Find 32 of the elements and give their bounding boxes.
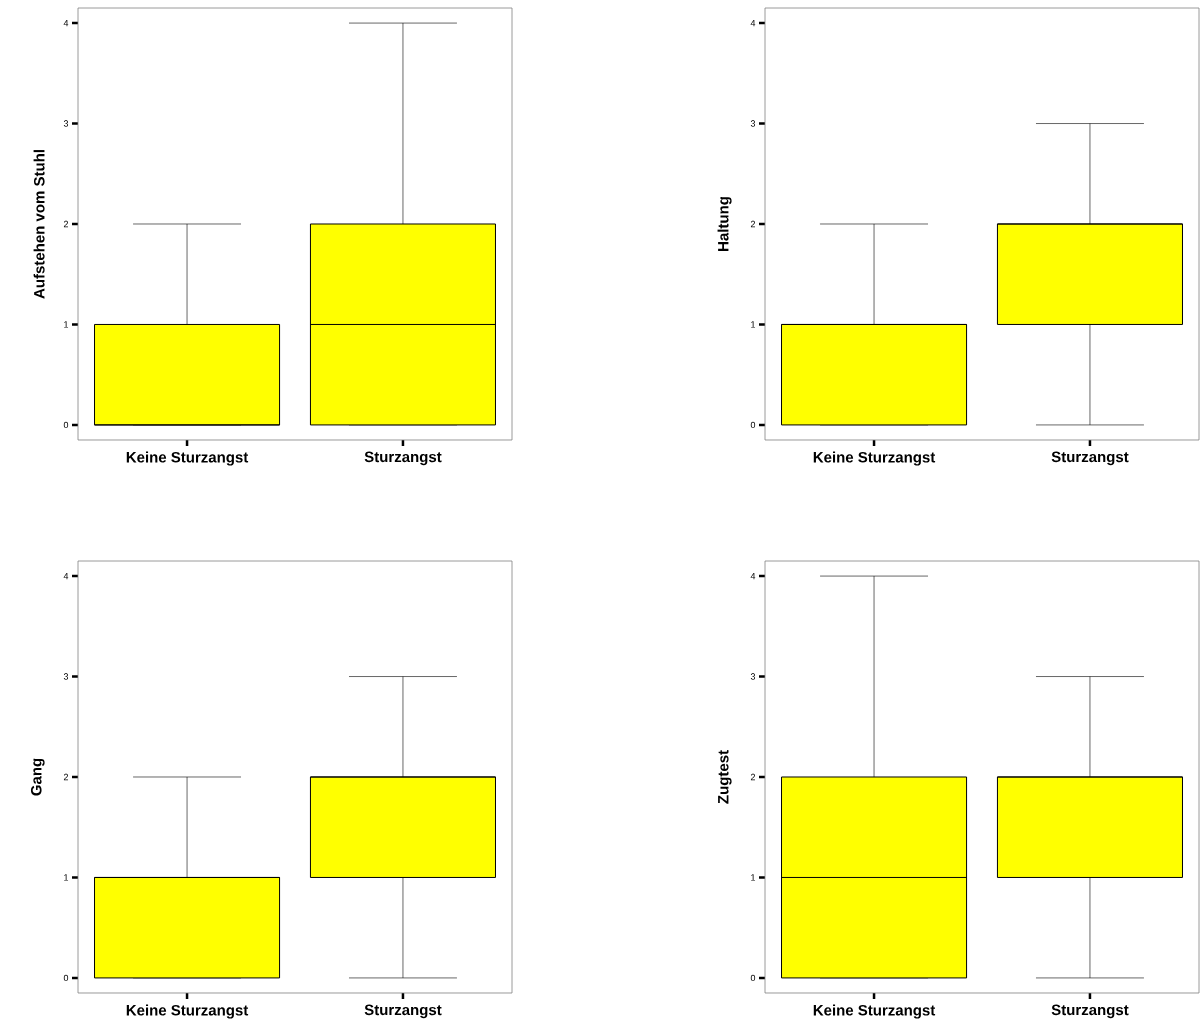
y-axis-title: Aufstehen vom Stuhl xyxy=(33,150,45,299)
y-tick-label: 1 xyxy=(751,874,756,881)
y-tick-label: 4 xyxy=(750,572,756,580)
y-tick-label: 4 xyxy=(750,19,756,27)
y-tick-label: 3 xyxy=(750,120,756,127)
y-axis-title: Zugtest xyxy=(718,750,732,804)
x-tick-label: Sturzangst xyxy=(1051,451,1129,466)
x-tick-label: Keine Sturzangst xyxy=(813,1004,936,1019)
x-tick-label: Sturzangst xyxy=(1051,1004,1129,1019)
x-tick-label: Keine Sturzangst xyxy=(126,451,249,466)
y-tick-label: 3 xyxy=(750,673,756,680)
y-axis-title: Haltung xyxy=(717,197,732,251)
x-tick-label: Sturzangst xyxy=(364,451,442,466)
y-tick-label: 2 xyxy=(63,220,69,228)
x-tick-label: Keine Sturzangst xyxy=(126,1004,249,1019)
y-tick-label: 2 xyxy=(750,220,756,228)
x-tick-label: Sturzangst xyxy=(364,1004,442,1019)
y-tick-label: 0 xyxy=(63,974,69,982)
y-tick-label: 1 xyxy=(64,874,69,881)
y-tick-label: 0 xyxy=(63,421,69,429)
y-tick-label: 0 xyxy=(750,974,756,982)
x-tick-label: Keine Sturzangst xyxy=(813,451,936,466)
y-tick-label: 3 xyxy=(63,673,69,680)
y-tick-label: 1 xyxy=(751,321,756,328)
y-tick-label: 4 xyxy=(63,19,69,27)
y-axis-title: Gang xyxy=(30,758,45,796)
y-tick-label: 2 xyxy=(750,773,756,781)
y-tick-label: 3 xyxy=(63,120,69,127)
y-tick-label: 0 xyxy=(750,421,756,429)
y-tick-label: 2 xyxy=(63,773,69,781)
y-tick-label: 4 xyxy=(63,572,69,580)
y-tick-label: 1 xyxy=(64,321,69,328)
